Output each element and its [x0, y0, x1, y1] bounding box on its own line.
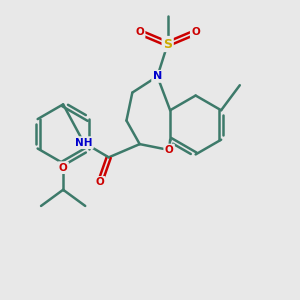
Text: O: O — [96, 177, 104, 188]
Text: O: O — [59, 163, 68, 173]
Text: NH: NH — [75, 138, 92, 148]
Text: S: S — [163, 38, 172, 50]
Text: O: O — [191, 27, 200, 37]
Text: O: O — [135, 27, 144, 37]
Text: O: O — [165, 145, 173, 155]
Text: N: N — [153, 71, 162, 81]
